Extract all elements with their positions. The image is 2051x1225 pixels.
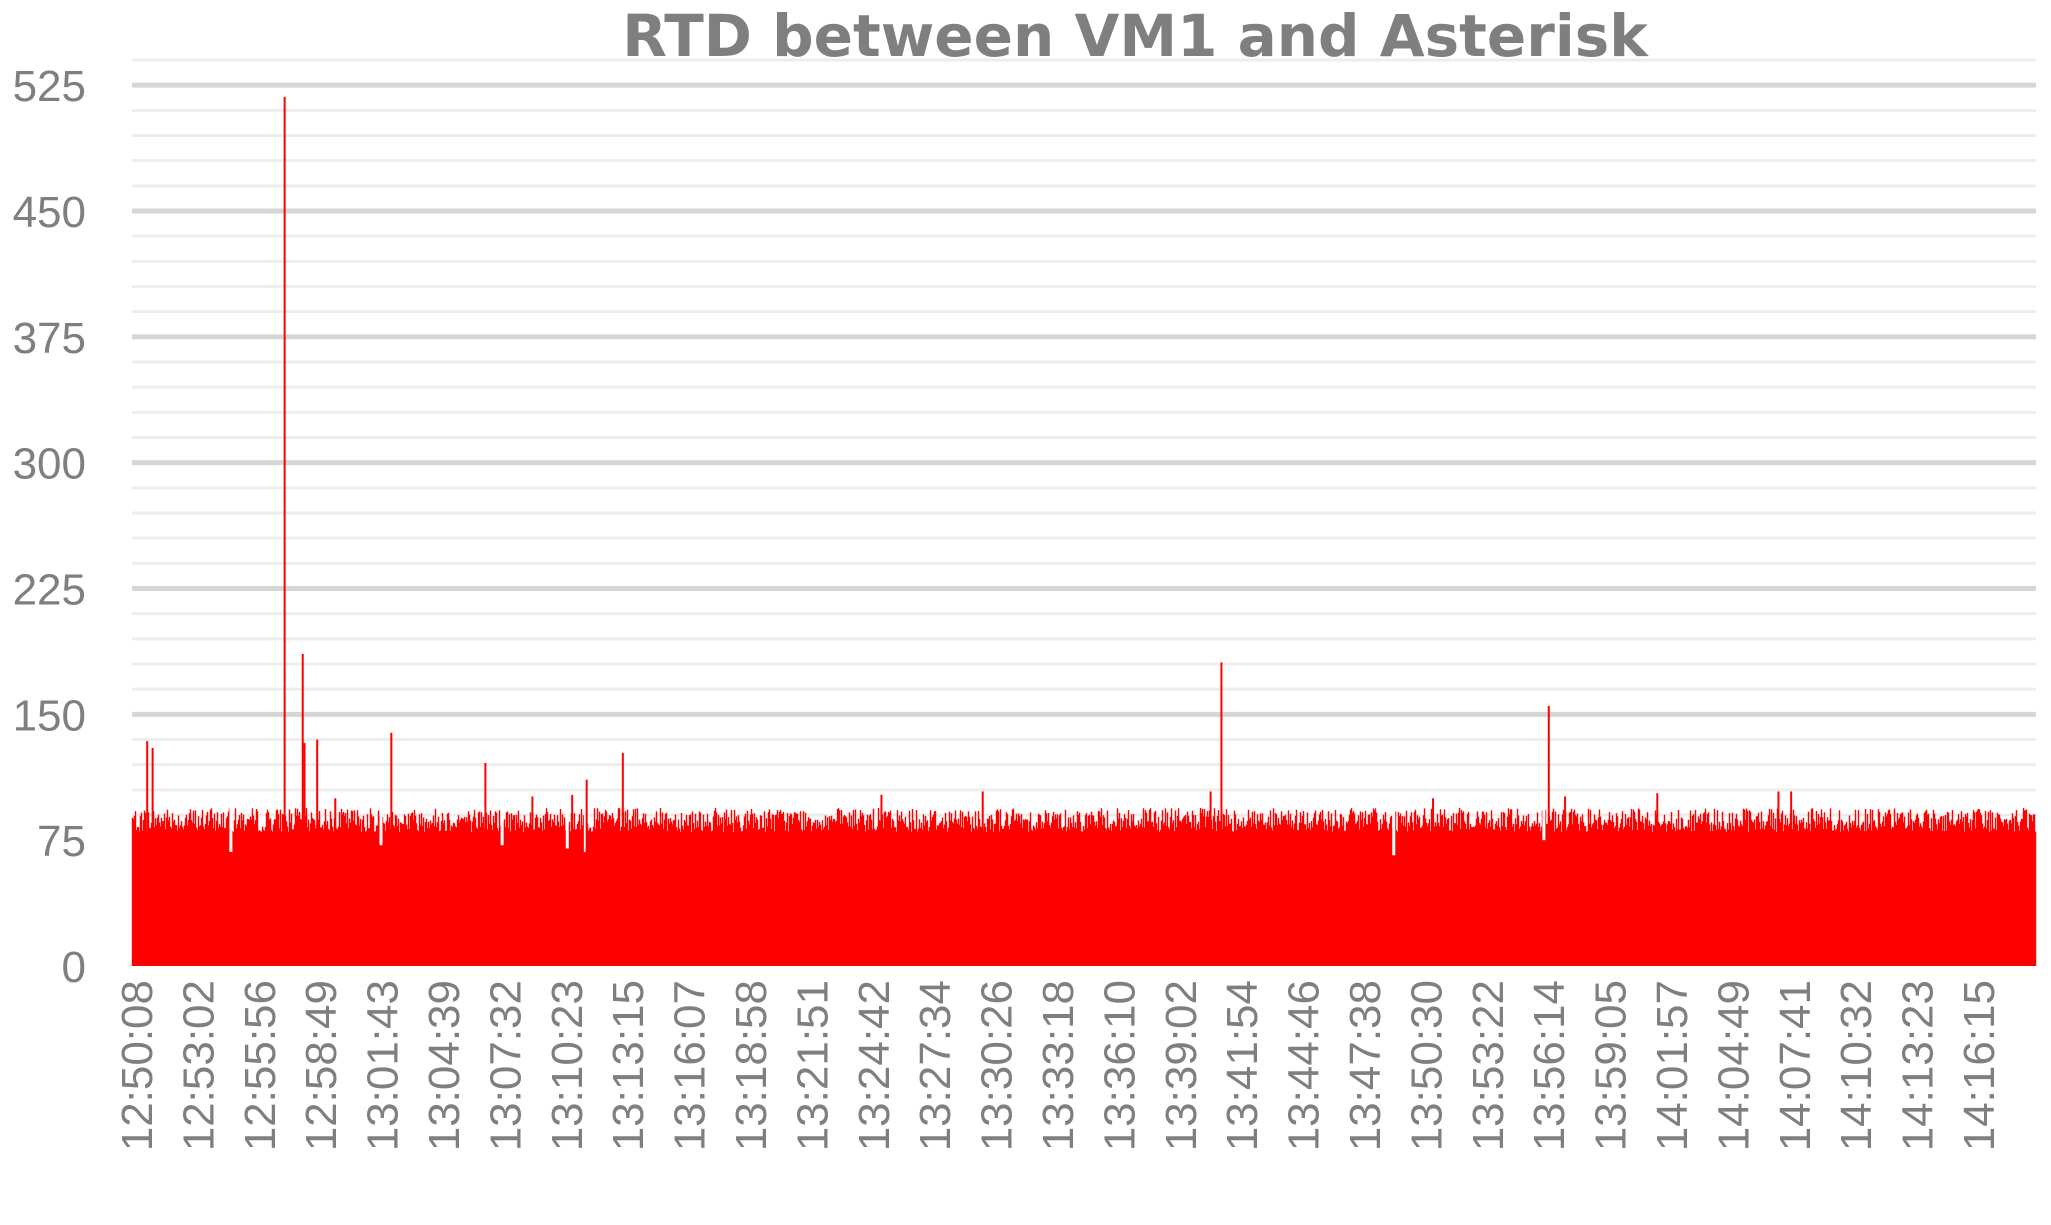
x-tick-label: 12:55:56 bbox=[236, 980, 285, 1151]
x-tick-label: 13:01:43 bbox=[359, 980, 408, 1151]
x-tick-label: 14:13:23 bbox=[1894, 980, 1943, 1151]
x-tick-label: 13:13:15 bbox=[604, 980, 653, 1151]
x-tick-label: 12:50:08 bbox=[113, 980, 162, 1151]
x-tick-label: 13:59:05 bbox=[1587, 980, 1636, 1151]
y-axis-ticks: 0 75 150 225 300 375 450 525 bbox=[13, 62, 86, 992]
x-tick-label: 13:47:38 bbox=[1341, 980, 1390, 1151]
dip-gap bbox=[565, 803, 569, 849]
x-tick-label: 12:53:02 bbox=[174, 980, 223, 1151]
minor-gridlines bbox=[132, 58, 2036, 943]
x-tick-label: 13:56:14 bbox=[1525, 980, 1574, 1151]
baseline-bars bbox=[131, 808, 2037, 966]
x-tick-label: 13:07:32 bbox=[481, 980, 530, 1151]
x-axis-ticks: 12:50:08 12:53:02 12:55:56 12:58:49 13:01:43… bbox=[113, 980, 2004, 1151]
x-tick-label: 13:33:18 bbox=[1034, 980, 1083, 1151]
x-tick-label: 13:53:22 bbox=[1464, 980, 1513, 1151]
dip-gap bbox=[379, 803, 383, 846]
x-tick-label: 13:18:58 bbox=[727, 980, 776, 1151]
y-tick-label: 150 bbox=[13, 691, 86, 740]
dip-gap bbox=[229, 803, 233, 852]
y-tick-label: 225 bbox=[13, 566, 86, 615]
dip-gap bbox=[1392, 803, 1396, 856]
y-tick-label: 0 bbox=[62, 943, 86, 992]
x-tick-label: 13:50:30 bbox=[1402, 980, 1451, 1151]
x-tick-label: 13:10:23 bbox=[543, 980, 592, 1151]
x-tick-label: 13:21:51 bbox=[788, 980, 837, 1151]
y-tick-label: 450 bbox=[13, 188, 86, 237]
x-tick-label: 13:16:07 bbox=[666, 980, 715, 1151]
major-gridlines bbox=[132, 82, 2036, 843]
y-tick-label: 525 bbox=[13, 62, 86, 111]
x-tick-label: 13:44:46 bbox=[1280, 980, 1329, 1151]
x-tick-label: 13:24:42 bbox=[850, 980, 899, 1151]
x-tick-label: 13:39:02 bbox=[1157, 980, 1206, 1151]
x-tick-label: 14:10:32 bbox=[1832, 980, 1881, 1151]
x-tick-label: 13:04:39 bbox=[420, 980, 469, 1151]
x-tick-label: 14:07:41 bbox=[1771, 980, 1820, 1151]
x-tick-label: 14:16:15 bbox=[1955, 980, 2004, 1151]
y-tick-label: 75 bbox=[37, 817, 86, 866]
x-tick-label: 14:01:57 bbox=[1648, 980, 1697, 1151]
dip-gap bbox=[583, 803, 587, 852]
x-tick-label: 13:36:10 bbox=[1095, 980, 1144, 1151]
y-tick-label: 300 bbox=[13, 440, 86, 489]
x-tick-label: 14:04:49 bbox=[1709, 980, 1758, 1151]
x-tick-label: 13:27:34 bbox=[911, 980, 960, 1151]
x-tick-label: 13:41:54 bbox=[1218, 980, 1267, 1151]
dip-gap bbox=[500, 803, 504, 846]
y-tick-label: 375 bbox=[13, 314, 86, 363]
x-tick-label: 12:58:49 bbox=[297, 980, 346, 1151]
dip-gap bbox=[1542, 803, 1546, 841]
bar-series bbox=[131, 96, 2037, 966]
x-tick-label: 13:30:26 bbox=[973, 980, 1022, 1151]
